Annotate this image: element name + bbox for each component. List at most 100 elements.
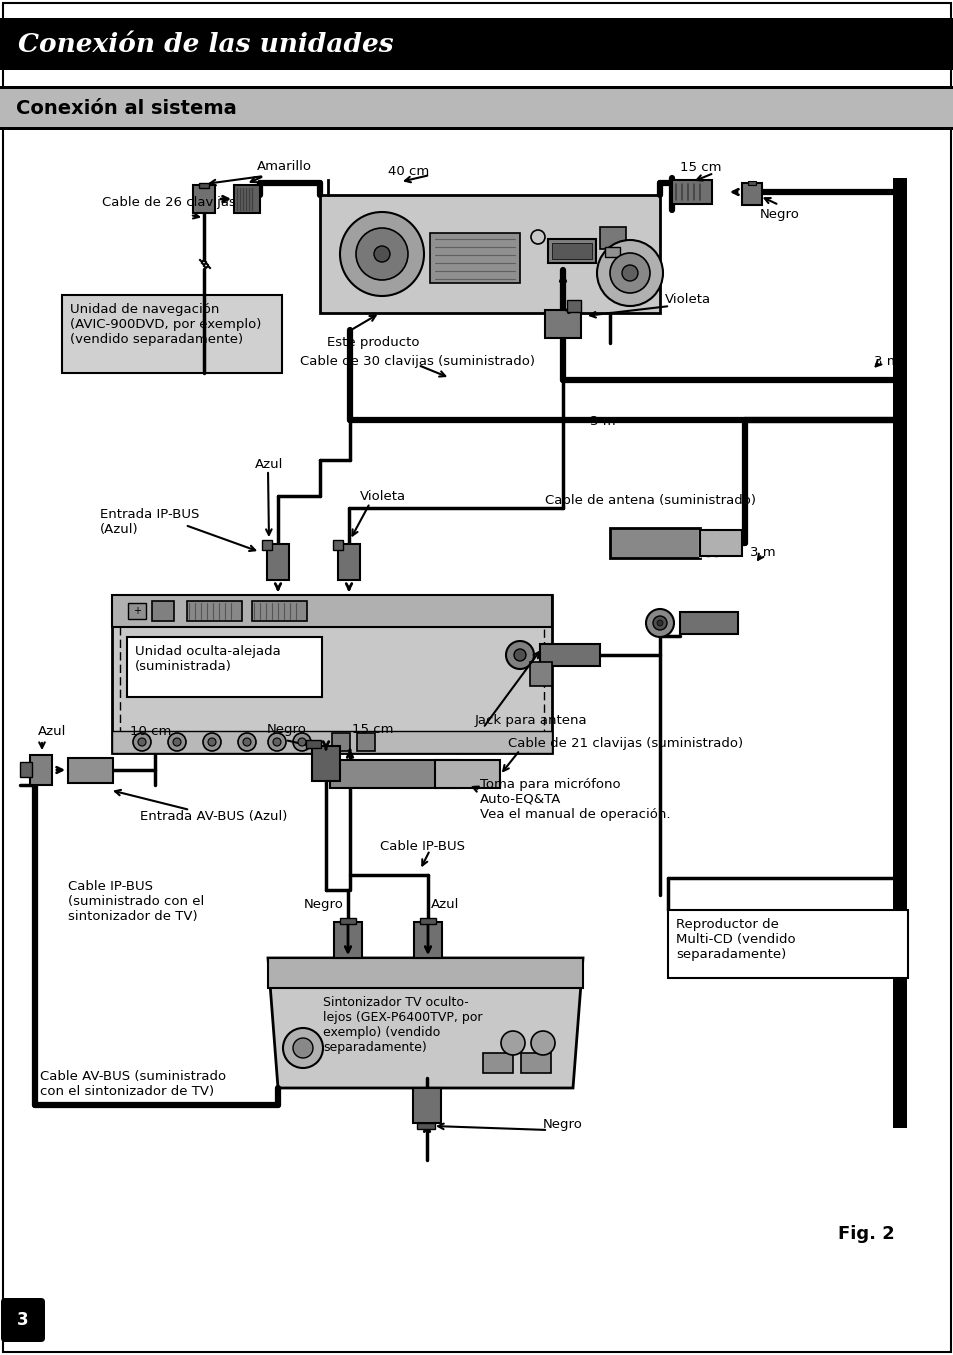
Circle shape (203, 733, 221, 751)
Text: 3 m: 3 m (589, 415, 615, 428)
FancyBboxPatch shape (667, 911, 907, 978)
FancyBboxPatch shape (252, 602, 307, 621)
Text: +: + (132, 606, 141, 617)
Text: Cable de 26 clavijas: Cable de 26 clavijas (102, 196, 235, 209)
Circle shape (268, 733, 286, 751)
FancyBboxPatch shape (128, 603, 146, 619)
Circle shape (273, 738, 281, 747)
Circle shape (374, 247, 390, 262)
Text: 15 cm: 15 cm (679, 161, 720, 173)
Circle shape (283, 1028, 323, 1068)
FancyBboxPatch shape (0, 89, 953, 127)
FancyBboxPatch shape (0, 127, 953, 130)
Text: Entrada IP-BUS
(Azul): Entrada IP-BUS (Azul) (100, 508, 199, 537)
Text: Violeta: Violeta (664, 293, 710, 306)
FancyBboxPatch shape (566, 299, 580, 312)
Text: Este producto: Este producto (327, 336, 419, 350)
FancyBboxPatch shape (413, 1088, 440, 1123)
Circle shape (138, 738, 146, 747)
Circle shape (132, 733, 151, 751)
Text: Violeta: Violeta (359, 491, 406, 503)
FancyBboxPatch shape (747, 182, 755, 186)
Circle shape (243, 738, 251, 747)
FancyBboxPatch shape (0, 18, 953, 70)
Text: Negro: Negro (267, 724, 307, 736)
Polygon shape (268, 958, 582, 1088)
Text: 10 cm: 10 cm (130, 725, 172, 738)
FancyBboxPatch shape (199, 183, 209, 188)
FancyBboxPatch shape (609, 528, 700, 558)
Text: Azul: Azul (254, 458, 283, 472)
FancyBboxPatch shape (332, 733, 350, 751)
FancyBboxPatch shape (544, 310, 580, 337)
Circle shape (657, 621, 662, 626)
FancyBboxPatch shape (319, 195, 659, 313)
Text: Negro: Negro (760, 209, 799, 221)
Text: 3 m: 3 m (873, 355, 899, 369)
Text: Conexión al sistema: Conexión al sistema (16, 99, 236, 118)
FancyBboxPatch shape (62, 295, 282, 373)
FancyBboxPatch shape (416, 1123, 435, 1129)
Text: Azul: Azul (38, 725, 67, 738)
FancyBboxPatch shape (333, 541, 343, 550)
Text: Fig. 2: Fig. 2 (837, 1225, 894, 1243)
Circle shape (514, 649, 525, 661)
FancyBboxPatch shape (127, 637, 322, 696)
FancyBboxPatch shape (152, 602, 173, 621)
FancyBboxPatch shape (233, 186, 260, 213)
Circle shape (208, 738, 215, 747)
Circle shape (237, 733, 255, 751)
Text: Cable de antena (suministrado): Cable de antena (suministrado) (544, 495, 755, 507)
Text: Azul: Azul (431, 898, 459, 911)
FancyBboxPatch shape (262, 541, 272, 550)
FancyBboxPatch shape (337, 543, 359, 580)
FancyBboxPatch shape (312, 747, 339, 780)
Text: Entrada AV-BUS (Azul): Entrada AV-BUS (Azul) (140, 810, 287, 822)
FancyBboxPatch shape (306, 740, 320, 748)
FancyBboxPatch shape (539, 644, 599, 667)
FancyBboxPatch shape (193, 186, 214, 213)
Circle shape (531, 1031, 555, 1056)
Text: Sintonizador TV oculto-
lejos (GEX-P6400TVP, por
exemplo) (vendido
separadamente: Sintonizador TV oculto- lejos (GEX-P6400… (323, 996, 482, 1054)
Circle shape (609, 253, 649, 293)
Circle shape (652, 617, 666, 630)
Circle shape (168, 733, 186, 751)
FancyBboxPatch shape (520, 1053, 551, 1073)
FancyBboxPatch shape (20, 762, 32, 776)
FancyBboxPatch shape (112, 730, 552, 753)
Circle shape (531, 230, 544, 244)
Text: Jack para antena: Jack para antena (475, 714, 587, 728)
Text: Amarillo: Amarillo (256, 160, 312, 173)
FancyBboxPatch shape (1, 1298, 45, 1341)
FancyBboxPatch shape (482, 1053, 513, 1073)
FancyBboxPatch shape (30, 755, 52, 785)
FancyBboxPatch shape (552, 243, 592, 259)
FancyBboxPatch shape (435, 760, 499, 789)
FancyBboxPatch shape (419, 917, 436, 924)
Text: Toma para micrófono
Auto-EQ&TA
Vea el manual de operación.: Toma para micrófono Auto-EQ&TA Vea el ma… (479, 778, 670, 821)
Circle shape (355, 228, 408, 280)
Circle shape (505, 641, 534, 669)
FancyBboxPatch shape (339, 917, 355, 924)
Circle shape (597, 240, 662, 306)
FancyBboxPatch shape (112, 595, 552, 627)
FancyBboxPatch shape (604, 247, 619, 257)
FancyBboxPatch shape (671, 180, 711, 205)
FancyBboxPatch shape (330, 760, 459, 789)
Text: 40 cm: 40 cm (388, 165, 429, 178)
Text: Cable de 30 clavijas (suministrado): Cable de 30 clavijas (suministrado) (299, 355, 535, 369)
FancyBboxPatch shape (356, 733, 375, 751)
Text: Cable AV-BUS (suministrado
con el sintonizador de TV): Cable AV-BUS (suministrado con el sinton… (40, 1070, 226, 1098)
FancyBboxPatch shape (414, 921, 441, 958)
FancyBboxPatch shape (268, 958, 582, 988)
FancyBboxPatch shape (892, 178, 906, 1127)
Text: Unidad de navegación
(AVIC-900DVD, por exemplo)
(vendido separadamente): Unidad de navegación (AVIC-900DVD, por e… (70, 304, 261, 346)
FancyBboxPatch shape (741, 183, 761, 205)
Circle shape (645, 608, 673, 637)
Text: Conexión de las unidades: Conexión de las unidades (18, 31, 394, 57)
Circle shape (339, 211, 423, 295)
FancyBboxPatch shape (700, 530, 741, 556)
Text: Cable IP-BUS: Cable IP-BUS (379, 840, 464, 854)
Text: Cable IP-BUS
(suministrado con el
sintonizador de TV): Cable IP-BUS (suministrado con el sinton… (68, 879, 204, 923)
FancyBboxPatch shape (0, 85, 953, 89)
